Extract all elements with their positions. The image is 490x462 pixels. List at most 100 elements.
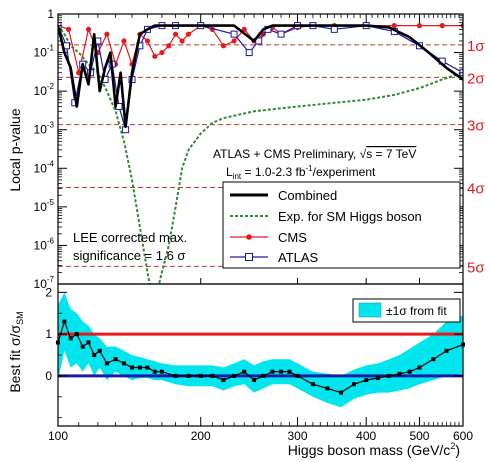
legend-cms-label: CMS: [278, 230, 307, 245]
best-fit-point: [86, 340, 91, 345]
best-fit-point: [80, 344, 85, 349]
best-fit-point: [386, 373, 391, 378]
top-y-tick-label: 10-1: [34, 44, 55, 60]
sigma-label-1: 1σ: [467, 38, 485, 55]
cms-point: [231, 38, 237, 44]
luminosity-annotation: Lint = 1.0-2.3 fb-1/experiment: [226, 164, 376, 181]
best-fit-point: [121, 361, 126, 366]
best-fit-point: [251, 378, 256, 383]
sigma-label-4: 4σ: [467, 181, 485, 198]
best-fit-point: [68, 336, 73, 341]
bottom-y-tick-label: 1: [45, 327, 52, 341]
best-fit-point: [173, 373, 178, 378]
lee-annotation-line1: LEE corrected max.: [73, 230, 187, 245]
bottom-panel: [56, 292, 465, 408]
best-fit-point: [130, 365, 135, 370]
x-tick-label: 400: [356, 429, 376, 443]
cms-point: [416, 23, 423, 29]
sigma-label-2: 2σ: [467, 70, 485, 87]
top-y-tick-label: 10-7: [34, 275, 55, 291]
expected-sm-line: [58, 25, 463, 284]
lee-annotation-line2: significance = 1.6 σ: [73, 248, 185, 263]
atlas-point: [277, 30, 285, 38]
cms-point: [121, 38, 127, 44]
cms-point: [85, 26, 92, 32]
best-fit-point: [74, 332, 79, 337]
legend-band-swatch: [358, 302, 382, 318]
top-y-tick-label: 10-2: [34, 82, 55, 98]
best-fit-point: [232, 373, 237, 378]
cms-point: [152, 53, 158, 59]
best-fit-point: [186, 373, 191, 378]
top-legend: Combined Exp. for SM Higgs boson CMS ATL…: [222, 181, 461, 269]
bottom-y-axis-title: Best fit σ/σSM: [7, 311, 25, 392]
cms-point: [391, 23, 397, 29]
legend-combined-label: Combined: [278, 188, 337, 203]
bottom-y-tick-label: 2: [45, 285, 52, 299]
best-fit-point: [261, 373, 266, 378]
top-y-tick-label: 10-6: [34, 236, 55, 252]
best-fit-point: [242, 369, 247, 374]
energy-annotation: ATLAS + CMS Preliminary, √s = 7 TeV: [213, 147, 416, 161]
atlas-point: [255, 37, 263, 45]
x-tick-label: 600: [453, 429, 473, 443]
cms-point: [104, 31, 110, 37]
best-fit-point: [287, 369, 292, 374]
best-fit-point: [270, 369, 275, 374]
legend-cms-marker: [246, 234, 252, 240]
sigma-label-3: 3σ: [467, 118, 485, 135]
combined-line: [58, 24, 463, 128]
x-tick-label: 200: [191, 429, 211, 443]
best-fit-point: [152, 369, 157, 374]
best-fit-point: [279, 369, 284, 374]
best-fit-point: [210, 373, 215, 378]
best-fit-point: [92, 353, 97, 357]
best-fit-point: [221, 378, 226, 383]
x-tick-label: 100: [48, 429, 68, 443]
cms-point: [241, 26, 247, 32]
best-fit-point: [351, 382, 356, 387]
x-axis-title: Higgs boson mass (GeV/c2): [288, 441, 460, 458]
best-fit-point: [145, 365, 150, 370]
best-fit-point: [198, 373, 203, 378]
best-fit-point: [407, 369, 412, 374]
legend-atlas-label: ATLAS: [278, 250, 319, 265]
best-fit-point: [97, 348, 102, 353]
x-tick-label: 500: [409, 429, 429, 443]
best-fit-point: [159, 369, 164, 374]
cms-point: [179, 38, 185, 44]
cms-point: [66, 26, 72, 32]
top-y-tick-label: 1: [47, 7, 54, 21]
legend-band-label: ±1σ from fit: [386, 304, 447, 318]
best-fit-point: [295, 373, 300, 378]
cms-point: [159, 49, 165, 56]
legend-atlas-marker: [245, 253, 253, 261]
cms-point: [220, 43, 227, 49]
cms-point: [144, 38, 151, 44]
cms-point: [166, 43, 172, 49]
best-fit-point: [137, 365, 142, 370]
best-fit-point: [104, 361, 109, 366]
bottom-y-tick-label: 0: [45, 369, 52, 383]
best-fit-point: [113, 357, 118, 362]
best-fit-point: [375, 375, 380, 380]
best-fit-point: [339, 390, 344, 395]
legend-expected-label: Exp. for SM Higgs boson: [278, 209, 422, 224]
cms-point: [439, 23, 445, 29]
one-sigma-band: [58, 292, 463, 408]
top-y-tick-label: 10-3: [34, 121, 55, 137]
top-y-tick-label: 10-4: [34, 159, 55, 175]
cms-point: [185, 31, 192, 37]
atlas-point: [230, 30, 238, 38]
best-fit-point: [364, 378, 369, 383]
top-y-tick-label: 10-5: [34, 198, 55, 214]
cms-point: [172, 31, 179, 37]
best-fit-point: [325, 386, 330, 391]
bottom-legend: ±1σ from fit: [352, 298, 461, 323]
best-fit-point: [397, 371, 402, 376]
best-fit-point: [417, 365, 422, 370]
best-fit-point: [444, 348, 449, 353]
top-panel-series: [58, 22, 463, 284]
axes: 1 10-1 10-2 10-3 10-4 10-5 10-6 10-7 0 1 2 100 200 30…: [34, 7, 474, 443]
